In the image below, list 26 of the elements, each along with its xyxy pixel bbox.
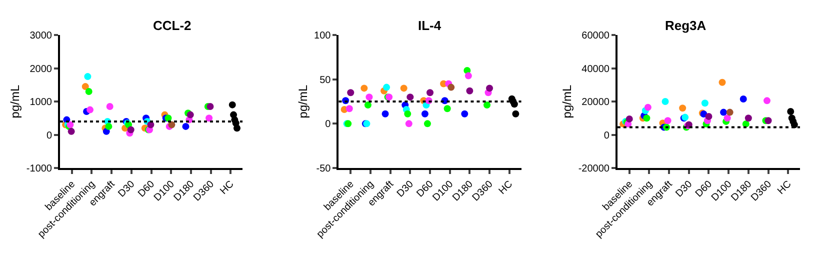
x-tick-label: HC — [218, 178, 236, 197]
x-tick-label: D30 — [116, 178, 138, 200]
x-tick-label: HC — [776, 178, 794, 197]
y-tick-label: 60000 — [582, 30, 610, 42]
chart-title: Reg3A — [665, 18, 707, 33]
x-tick-label: D30 — [395, 178, 416, 200]
y-tick-label: 3000 — [30, 30, 52, 42]
y-tick-label: 2000 — [30, 64, 52, 75]
y-tick-label: 1000 — [30, 97, 52, 108]
y-tick-label: -50 — [316, 164, 332, 174]
y-axis-title: pg/mL — [560, 84, 574, 118]
y-axis-title: pg/mL — [296, 84, 310, 118]
y-tick-label: 20000 — [582, 97, 610, 108]
y-tick-label: 40000 — [582, 64, 610, 75]
y-axis-title: pg/mL — [8, 84, 22, 118]
y-tick-label: 100 — [314, 30, 332, 42]
y-tick-label: -1000 — [26, 164, 52, 174]
chart-title: CCL-2 — [153, 18, 192, 33]
chart-title: IL-4 — [418, 18, 442, 33]
x-tick-label: HC — [497, 178, 516, 197]
y-tick-label: 0 — [604, 130, 610, 142]
y-tick-label: -20000 — [578, 164, 610, 174]
y-tick-label: 50 — [320, 74, 332, 86]
x-tick-label: D30 — [674, 178, 695, 200]
y-tick-label: 0 — [46, 130, 52, 142]
y-tick-label: 0 — [325, 119, 332, 130]
